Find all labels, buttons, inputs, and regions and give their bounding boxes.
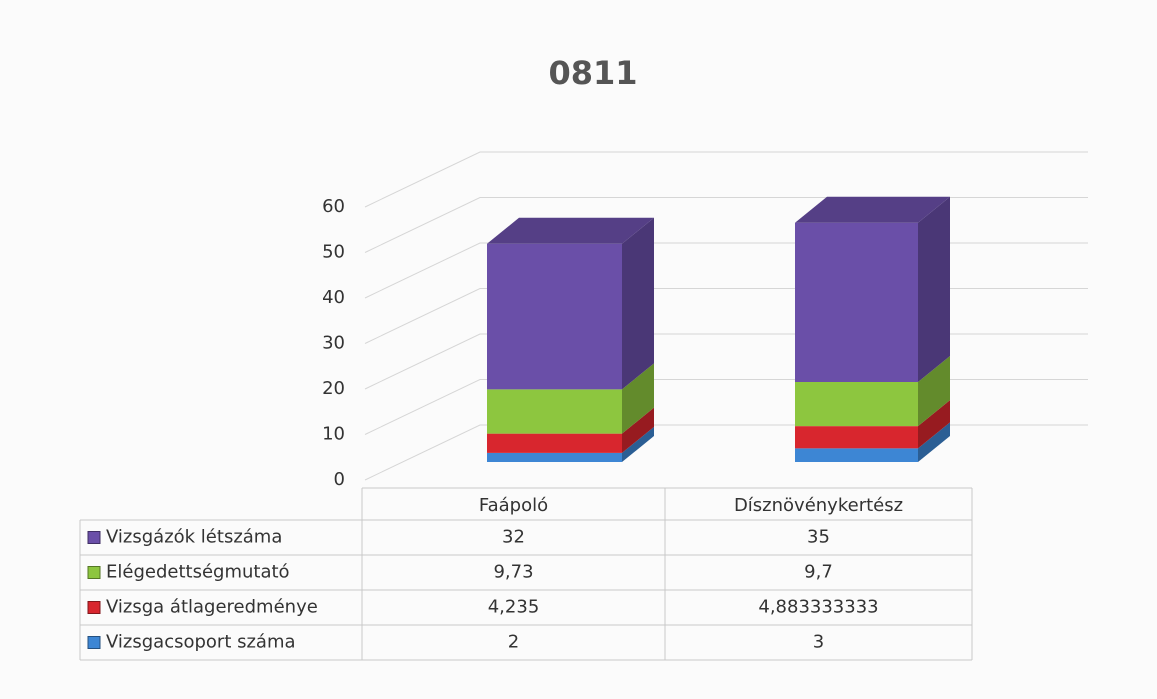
chart-title: 0811 [548, 54, 637, 92]
legend-key [87, 601, 101, 614]
bar [795, 426, 918, 449]
legend-key [87, 636, 101, 649]
table-value: 4,883333333 [758, 597, 878, 618]
legend-label: Elégedettségmutató [106, 562, 290, 583]
legend-label: Vizsgázók létszáma [106, 527, 282, 548]
bar-side [918, 355, 950, 427]
table-value: 2 [508, 632, 519, 653]
table-value: 32 [502, 527, 525, 548]
bar-side [622, 407, 654, 453]
bar [487, 243, 622, 390]
table-value: 9,7 [804, 562, 833, 583]
bar-top [487, 217, 654, 244]
bar-side [918, 196, 950, 382]
bar [795, 448, 918, 462]
bar [795, 222, 918, 382]
grid-line [364, 151, 1088, 208]
bar [487, 452, 622, 462]
y-tick-label: 30 [322, 333, 345, 354]
bar-top [795, 196, 950, 223]
bar [487, 433, 622, 453]
table-value: 3 [813, 632, 824, 653]
bar [487, 389, 622, 434]
table-value: 35 [807, 527, 830, 548]
table-value: 4,235 [488, 597, 540, 618]
legend-key [87, 566, 101, 579]
y-tick-label: 20 [322, 378, 345, 399]
x-tick-label: Dísznövénykertész [734, 495, 903, 516]
table-value: 9,73 [493, 562, 533, 583]
bar-side [918, 422, 950, 462]
bar-side [622, 217, 654, 390]
y-tick-label: 0 [334, 469, 345, 490]
y-tick-label: 10 [322, 424, 345, 445]
bar [795, 381, 918, 427]
x-tick-label: Faápoló [479, 495, 548, 516]
y-tick-label: 60 [322, 196, 345, 217]
legend-label: Vizsgacsoport száma [106, 632, 296, 653]
bar-side [622, 426, 654, 462]
legend-label: Vizsga átlageredménye [106, 597, 318, 618]
bar-side [918, 400, 950, 449]
bar-side [622, 363, 654, 434]
legend-key [87, 531, 101, 544]
y-tick-label: 50 [322, 242, 345, 263]
y-tick-label: 40 [322, 287, 345, 308]
